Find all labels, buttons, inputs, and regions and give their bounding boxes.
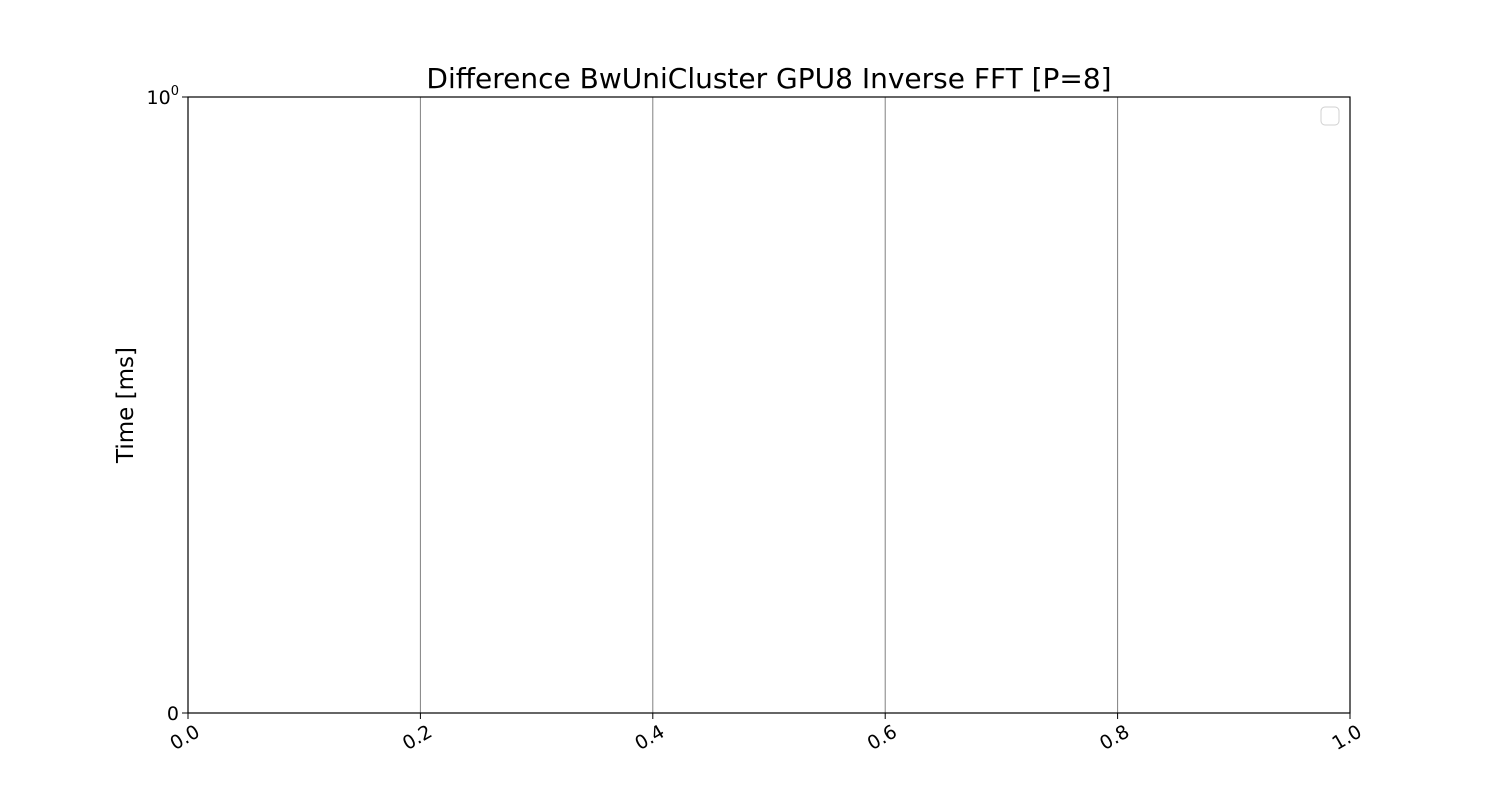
chart-title: Difference BwUniCluster GPU8 Inverse FFT… bbox=[426, 62, 1111, 95]
x-tick-label: 0.4 bbox=[631, 721, 668, 755]
y-tick-label: 100 bbox=[147, 84, 179, 109]
axes-frame bbox=[187, 96, 1351, 714]
x-axis-ticks: 0.0 0.2 0.4 0.6 0.8 1.0 bbox=[166, 713, 1366, 755]
x-tick-label: 0.2 bbox=[399, 721, 436, 755]
x-tick-label: 0.0 bbox=[166, 721, 203, 755]
y-tick-label-base: 0 bbox=[167, 703, 179, 725]
grid-lines bbox=[419, 97, 1119, 713]
y-tick-label-exponent: 0 bbox=[171, 84, 179, 99]
x-tick-label: 0.8 bbox=[1096, 721, 1133, 755]
legend-box bbox=[1320, 106, 1340, 126]
plot-area bbox=[187, 96, 1351, 714]
x-tick-label: 1.0 bbox=[1328, 721, 1365, 755]
y-tick-label: 0 bbox=[167, 703, 179, 725]
y-axis-label: Time [ms] bbox=[113, 347, 139, 464]
y-tick-label-base: 10 bbox=[147, 87, 171, 109]
x-tick-label: 0.6 bbox=[864, 721, 901, 755]
